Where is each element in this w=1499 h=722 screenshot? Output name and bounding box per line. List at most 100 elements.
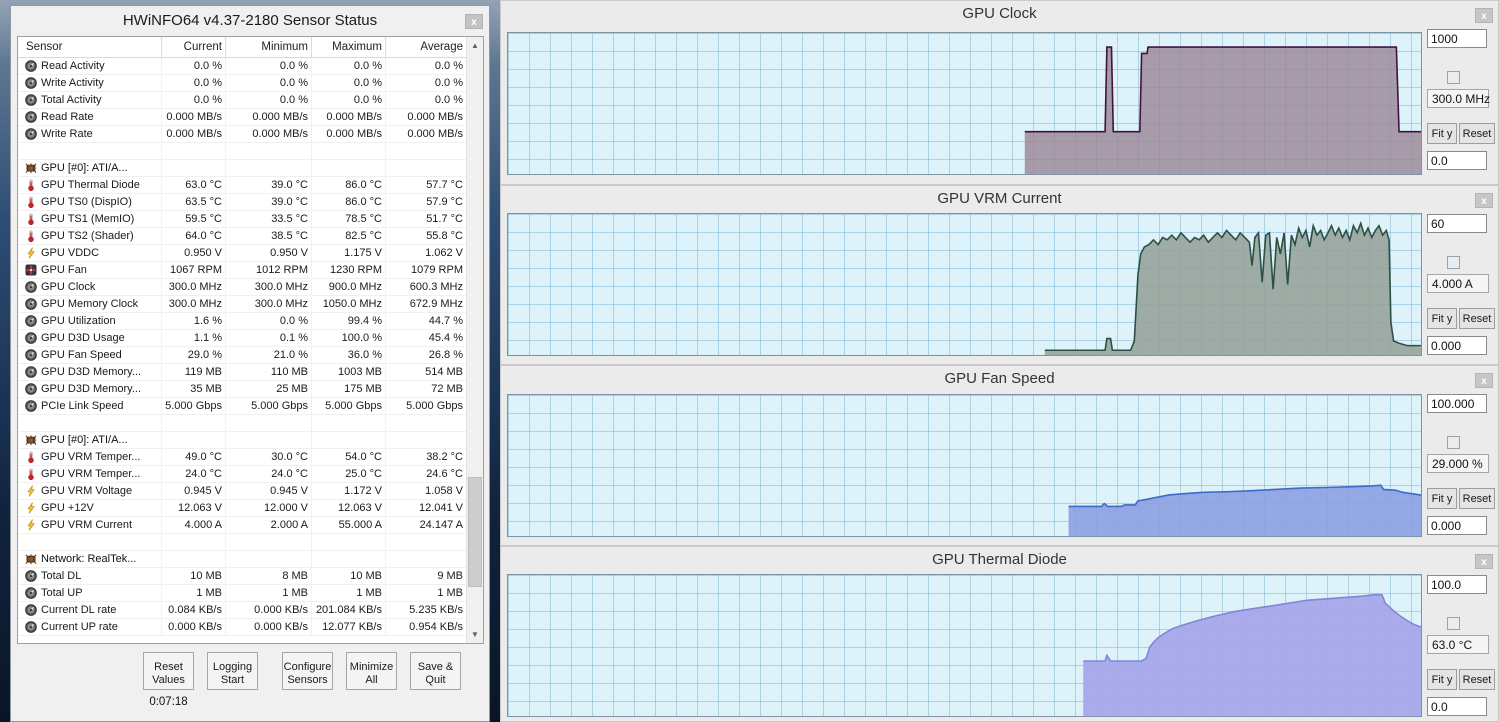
table-row[interactable]: GPU D3D Memory... 35 MB 25 MB 175 MB 72 MB — [18, 381, 483, 398]
auto-scale-checkbox[interactable] — [1447, 256, 1460, 269]
auto-scale-checkbox[interactable] — [1447, 436, 1460, 449]
y-min-input[interactable] — [1427, 697, 1487, 716]
current-value-cell: 59.5 °C — [162, 211, 226, 227]
group-header-row[interactable]: GPU [#0]: ATI/A... — [18, 432, 483, 449]
group-header-row[interactable]: GPU [#0]: ATI/A... — [18, 160, 483, 177]
table-row[interactable]: GPU Memory Clock 300.0 MHz 300.0 MHz 1050.0… — [18, 296, 483, 313]
current-value-cell: 49.0 °C — [162, 449, 226, 465]
titlebar[interactable]: GPU Fan Speed x — [501, 366, 1498, 394]
titlebar[interactable]: GPU Thermal Diode x — [501, 547, 1498, 575]
y-min-input[interactable] — [1427, 151, 1487, 170]
table-row[interactable]: GPU Utilization 1.6 % 0.0 % 99.4 % 44.7 % — [18, 313, 483, 330]
column-header-maximum[interactable]: Maximum — [312, 37, 386, 57]
maximum-value-cell: 0.0 % — [312, 75, 386, 91]
minimum-value-cell: 0.950 V — [226, 245, 312, 261]
y-max-input[interactable] — [1427, 214, 1487, 233]
minimum-value-cell: 0.0 % — [226, 313, 312, 329]
titlebar[interactable]: GPU Clock x — [501, 1, 1498, 29]
reset-button[interactable]: Reset — [1459, 123, 1495, 144]
y-min-input[interactable] — [1427, 336, 1487, 355]
table-row[interactable]: GPU Clock 300.0 MHz 300.0 MHz 900.0 MHz 600.… — [18, 279, 483, 296]
table-row[interactable]: Current DL rate 0.084 KB/s 0.000 KB/s 201.0… — [18, 602, 483, 619]
current-value-cell: 0.945 V — [162, 483, 226, 499]
table-row[interactable]: Read Activity 0.0 % 0.0 % 0.0 % 0.0 % — [18, 58, 483, 75]
table-row[interactable]: Read Rate 0.000 MB/s 0.000 MB/s 0.000 MB/s 0… — [18, 109, 483, 126]
average-value-cell: 72 MB — [386, 381, 467, 397]
current-value-cell: 63.0 °C — [162, 177, 226, 193]
y-min-input[interactable] — [1427, 516, 1487, 535]
table-row[interactable]: GPU TS2 (Shader) 64.0 °C 38.5 °C 82.5 °C 55.… — [18, 228, 483, 245]
current-value-cell: 1.6 % — [162, 313, 226, 329]
current-value-cell: 1.1 % — [162, 330, 226, 346]
scroll-down-icon[interactable]: ▼ — [467, 626, 483, 643]
column-header-minimum[interactable]: Minimum — [226, 37, 312, 57]
table-row[interactable]: GPU TS1 (MemIO) 59.5 °C 33.5 °C 78.5 °C 51.7… — [18, 211, 483, 228]
maximum-value-cell: 10 MB — [312, 568, 386, 584]
titlebar[interactable]: GPU VRM Current x — [501, 186, 1498, 214]
fit-y-button[interactable]: Fit y — [1427, 123, 1457, 144]
maximum-value-cell: 900.0 MHz — [312, 279, 386, 295]
reset-button[interactable]: Reset — [1459, 669, 1495, 690]
configure-sensors-button[interactable]: Configure Sensors — [282, 652, 333, 690]
reset-values-button[interactable]: Reset Values — [143, 652, 194, 690]
table-row[interactable]: Total DL 10 MB 8 MB 10 MB 9 MB — [18, 568, 483, 585]
scroll-up-icon[interactable]: ▲ — [467, 37, 483, 54]
column-header-average[interactable]: Average — [386, 37, 467, 57]
table-row[interactable]: Write Rate 0.000 MB/s 0.000 MB/s 0.000 MB/s… — [18, 126, 483, 143]
table-row[interactable]: GPU TS0 (DispIO) 63.5 °C 39.0 °C 86.0 °C 57.… — [18, 194, 483, 211]
minimize-all-button[interactable]: Minimize All — [346, 652, 397, 690]
table-row[interactable] — [18, 143, 483, 160]
fit-y-button[interactable]: Fit y — [1427, 669, 1457, 690]
group-header-row[interactable]: Network: RealTek... — [18, 551, 483, 568]
table-row[interactable]: GPU VDDC 0.950 V 0.950 V 1.175 V 1.062 V — [18, 245, 483, 262]
table-row[interactable]: GPU VRM Current 4.000 A 2.000 A 55.000 A 24.… — [18, 517, 483, 534]
sensor-name-cell: Network: RealTek... — [18, 551, 162, 567]
close-icon[interactable]: x — [1475, 193, 1493, 208]
average-value-cell: 0.954 KB/s — [386, 619, 467, 635]
table-row[interactable] — [18, 415, 483, 432]
sensor-name-cell: PCIe Link Speed — [18, 398, 162, 414]
column-header-current[interactable]: Current — [162, 37, 226, 57]
save-quit-button[interactable]: Save & Quit — [410, 652, 461, 690]
table-row[interactable]: GPU +12V 12.063 V 12.000 V 12.063 V 12.041 V — [18, 500, 483, 517]
table-row[interactable]: GPU VRM Temper... 24.0 °C 24.0 °C 25.0 °C 24… — [18, 466, 483, 483]
auto-scale-checkbox[interactable] — [1447, 617, 1460, 630]
table-row[interactable]: Total UP 1 MB 1 MB 1 MB 1 MB — [18, 585, 483, 602]
table-row[interactable] — [18, 534, 483, 551]
y-max-input[interactable] — [1427, 29, 1487, 48]
table-row[interactable]: GPU VRM Voltage 0.945 V 0.945 V 1.172 V 1.05… — [18, 483, 483, 500]
close-icon[interactable]: x — [1475, 554, 1493, 569]
sensor-name-cell: GPU VRM Current — [18, 517, 162, 533]
sensor-name-cell: GPU Thermal Diode — [18, 177, 162, 193]
auto-scale-checkbox[interactable] — [1447, 71, 1460, 84]
titlebar[interactable]: HWiNFO64 v4.37-2180 Sensor Status x — [11, 6, 489, 36]
table-row[interactable]: Current UP rate 0.000 KB/s 0.000 KB/s 12.07… — [18, 619, 483, 636]
average-value-cell: 51.7 °C — [386, 211, 467, 227]
table-row[interactable]: GPU D3D Usage 1.1 % 0.1 % 100.0 % 45.4 % — [18, 330, 483, 347]
table-row[interactable]: PCIe Link Speed 5.000 Gbps 5.000 Gbps 5.000… — [18, 398, 483, 415]
table-row[interactable]: GPU Thermal Diode 63.0 °C 39.0 °C 86.0 °C 57… — [18, 177, 483, 194]
table-row[interactable]: GPU D3D Memory... 119 MB 110 MB 1003 MB 514 … — [18, 364, 483, 381]
close-icon[interactable]: x — [1475, 8, 1493, 23]
table-row[interactable]: Write Activity 0.0 % 0.0 % 0.0 % 0.0 % — [18, 75, 483, 92]
table-row[interactable]: GPU VRM Temper... 49.0 °C 30.0 °C 54.0 °C 38… — [18, 449, 483, 466]
fit-y-button[interactable]: Fit y — [1427, 488, 1457, 509]
gpu-fan-speed-plot — [507, 394, 1422, 537]
table-scrollbar[interactable]: ▲ ▼ — [466, 37, 483, 643]
close-icon[interactable]: x — [1475, 373, 1493, 388]
minimum-value-cell: 21.0 % — [226, 347, 312, 363]
y-max-input[interactable] — [1427, 394, 1487, 413]
scroll-thumb[interactable] — [468, 477, 482, 587]
table-row[interactable]: GPU Fan 1067 RPM 1012 RPM 1230 RPM 1079 RPM — [18, 262, 483, 279]
table-row[interactable]: GPU Fan Speed 29.0 % 21.0 % 36.0 % 26.8 % — [18, 347, 483, 364]
reset-button[interactable]: Reset — [1459, 488, 1495, 509]
table-row[interactable]: Total Activity 0.0 % 0.0 % 0.0 % 0.0 % — [18, 92, 483, 109]
fit-y-button[interactable]: Fit y — [1427, 308, 1457, 329]
window-title: HWiNFO64 v4.37-2180 Sensor Status — [122, 12, 378, 29]
y-max-input[interactable] — [1427, 575, 1487, 594]
reset-button[interactable]: Reset — [1459, 308, 1495, 329]
logging-start-button[interactable]: Logging Start — [207, 652, 258, 690]
maximum-value-cell: 1.175 V — [312, 245, 386, 261]
column-header-sensor[interactable]: Sensor — [18, 37, 162, 57]
close-icon[interactable]: x — [465, 14, 483, 29]
